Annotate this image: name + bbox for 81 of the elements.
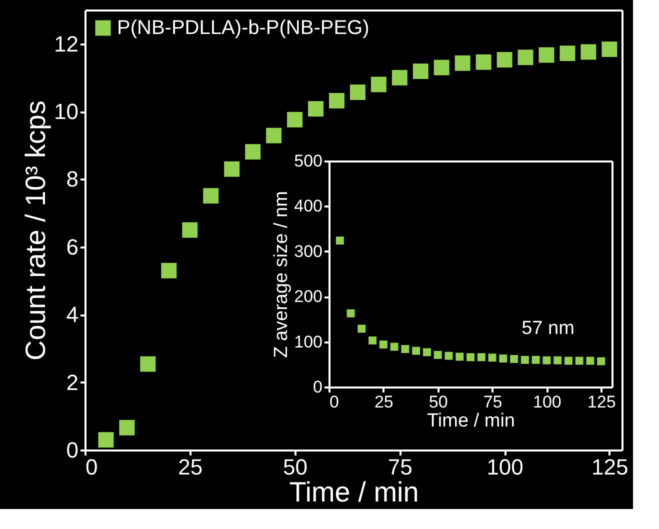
point (434, 60, 450, 76)
y-tick-label: 100 (294, 332, 322, 352)
y-axis-title: Count rate / 10³ kcps (20, 100, 52, 360)
point (358, 324, 366, 333)
y-axis-title: Z average size / nm (271, 191, 292, 358)
point (308, 101, 324, 117)
x-tick-label: 100 (533, 392, 562, 412)
point (98, 432, 114, 448)
point (119, 420, 135, 436)
point (140, 356, 156, 372)
point (499, 354, 508, 363)
y-tick-label: 200 (294, 287, 322, 306)
point (477, 353, 486, 362)
point (488, 354, 496, 362)
x-tick-label: 25 (374, 392, 394, 412)
x-tick-label: 125 (587, 392, 616, 412)
y-tick-label: 6 (66, 234, 78, 260)
y-tick-label: 4 (66, 302, 78, 328)
point (412, 64, 428, 80)
point (444, 352, 453, 360)
point (454, 55, 470, 71)
point (412, 346, 420, 355)
point (575, 356, 584, 365)
x-tick-label: 50 (283, 454, 308, 480)
x-axis-title: Time / min (289, 476, 419, 508)
y-tick-label: 300 (294, 242, 322, 261)
point (542, 356, 551, 364)
point (203, 188, 219, 204)
point (456, 352, 464, 361)
y-tick-label: 12 (54, 31, 78, 56)
y-tick-label: 8 (66, 166, 78, 192)
point (520, 356, 529, 364)
x-tick-label: 50 (428, 392, 448, 412)
point (434, 350, 442, 359)
annotation: 57 nm (522, 318, 574, 339)
point (368, 336, 377, 344)
point (597, 357, 606, 366)
y-tick-label: 2 (66, 370, 78, 395)
point (496, 52, 512, 68)
point (379, 340, 388, 349)
point (346, 309, 355, 318)
point (466, 353, 474, 362)
point (182, 222, 198, 238)
point (161, 262, 177, 278)
y-tick-label: 0 (66, 438, 78, 462)
point (287, 112, 303, 128)
point (602, 42, 618, 58)
point (370, 76, 386, 92)
point (586, 356, 594, 365)
point (532, 356, 540, 364)
x-tick-label: 25 (178, 454, 203, 480)
legend-label: P(NB-PDLLA)-b-P(NB-PEG) (117, 17, 370, 39)
point (392, 70, 408, 86)
point (510, 354, 518, 363)
x-tick-label: 0 (86, 454, 98, 480)
point (580, 44, 596, 60)
x-tick-label: 100 (486, 454, 524, 480)
point (328, 92, 344, 108)
point (401, 345, 410, 354)
point (564, 356, 572, 365)
point (518, 50, 534, 66)
point (554, 356, 562, 364)
y-tick-label: 500 (294, 152, 322, 170)
x-tick-label: 75 (388, 454, 412, 480)
y-tick-label: 0 (313, 378, 322, 396)
point (422, 348, 431, 356)
point (350, 84, 366, 100)
point (390, 342, 398, 351)
x-axis-title: Time / min (427, 410, 515, 432)
x-tick-label: 0 (330, 392, 339, 412)
point (245, 144, 261, 160)
point (476, 54, 492, 70)
point (336, 236, 344, 245)
point (266, 128, 282, 144)
y-tick-label: 400 (294, 196, 322, 216)
point (224, 161, 240, 177)
x-tick-label: 125 (592, 454, 628, 480)
x-tick-label: 75 (483, 392, 502, 412)
point (560, 46, 576, 62)
y-tick-label: 10 (54, 99, 78, 124)
point (538, 47, 554, 63)
